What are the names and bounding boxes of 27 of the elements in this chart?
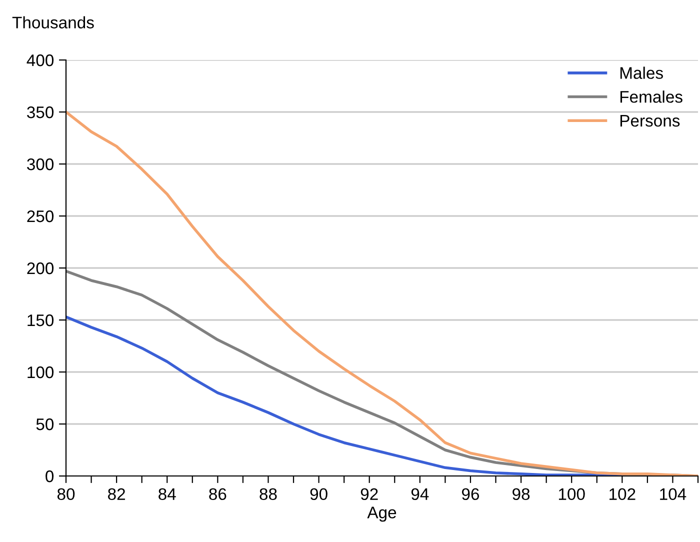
x-tick-label: 84 bbox=[158, 488, 176, 500]
x-tick-label: 90 bbox=[310, 488, 328, 500]
x-tick-label: 96 bbox=[462, 488, 480, 500]
x-tick-label: 82 bbox=[108, 488, 125, 500]
x-tick-label: 88 bbox=[260, 488, 277, 500]
y-tick-label: 0 bbox=[46, 470, 54, 482]
x-tick-label: 104 bbox=[660, 488, 686, 500]
x-axis-title: Age bbox=[367, 506, 396, 522]
x-tick-label: 102 bbox=[610, 488, 636, 500]
x-tick-label: 86 bbox=[209, 488, 226, 500]
y-tick-label: 50 bbox=[36, 418, 54, 430]
legend-label: Persons bbox=[620, 115, 680, 127]
x-tick-label: 94 bbox=[411, 488, 429, 500]
y-tick-label: 400 bbox=[26, 54, 54, 66]
y-tick-label: 300 bbox=[27, 158, 54, 170]
x-tick-label: 100 bbox=[558, 488, 585, 500]
y-tick-label: 100 bbox=[28, 366, 54, 378]
y-axis-title: Thousands bbox=[12, 16, 94, 28]
y-tick-label: 350 bbox=[27, 106, 54, 118]
y-tick-label: 150 bbox=[28, 314, 54, 326]
x-tick-label: 80 bbox=[57, 488, 75, 500]
legend-label: Males bbox=[620, 66, 663, 79]
y-tick-label: 200 bbox=[27, 262, 54, 274]
x-tick-label: 92 bbox=[360, 488, 378, 500]
legend-label: Females bbox=[620, 90, 682, 103]
x-tick-label: 98 bbox=[512, 488, 530, 500]
y-tick-label: 250 bbox=[27, 210, 54, 222]
